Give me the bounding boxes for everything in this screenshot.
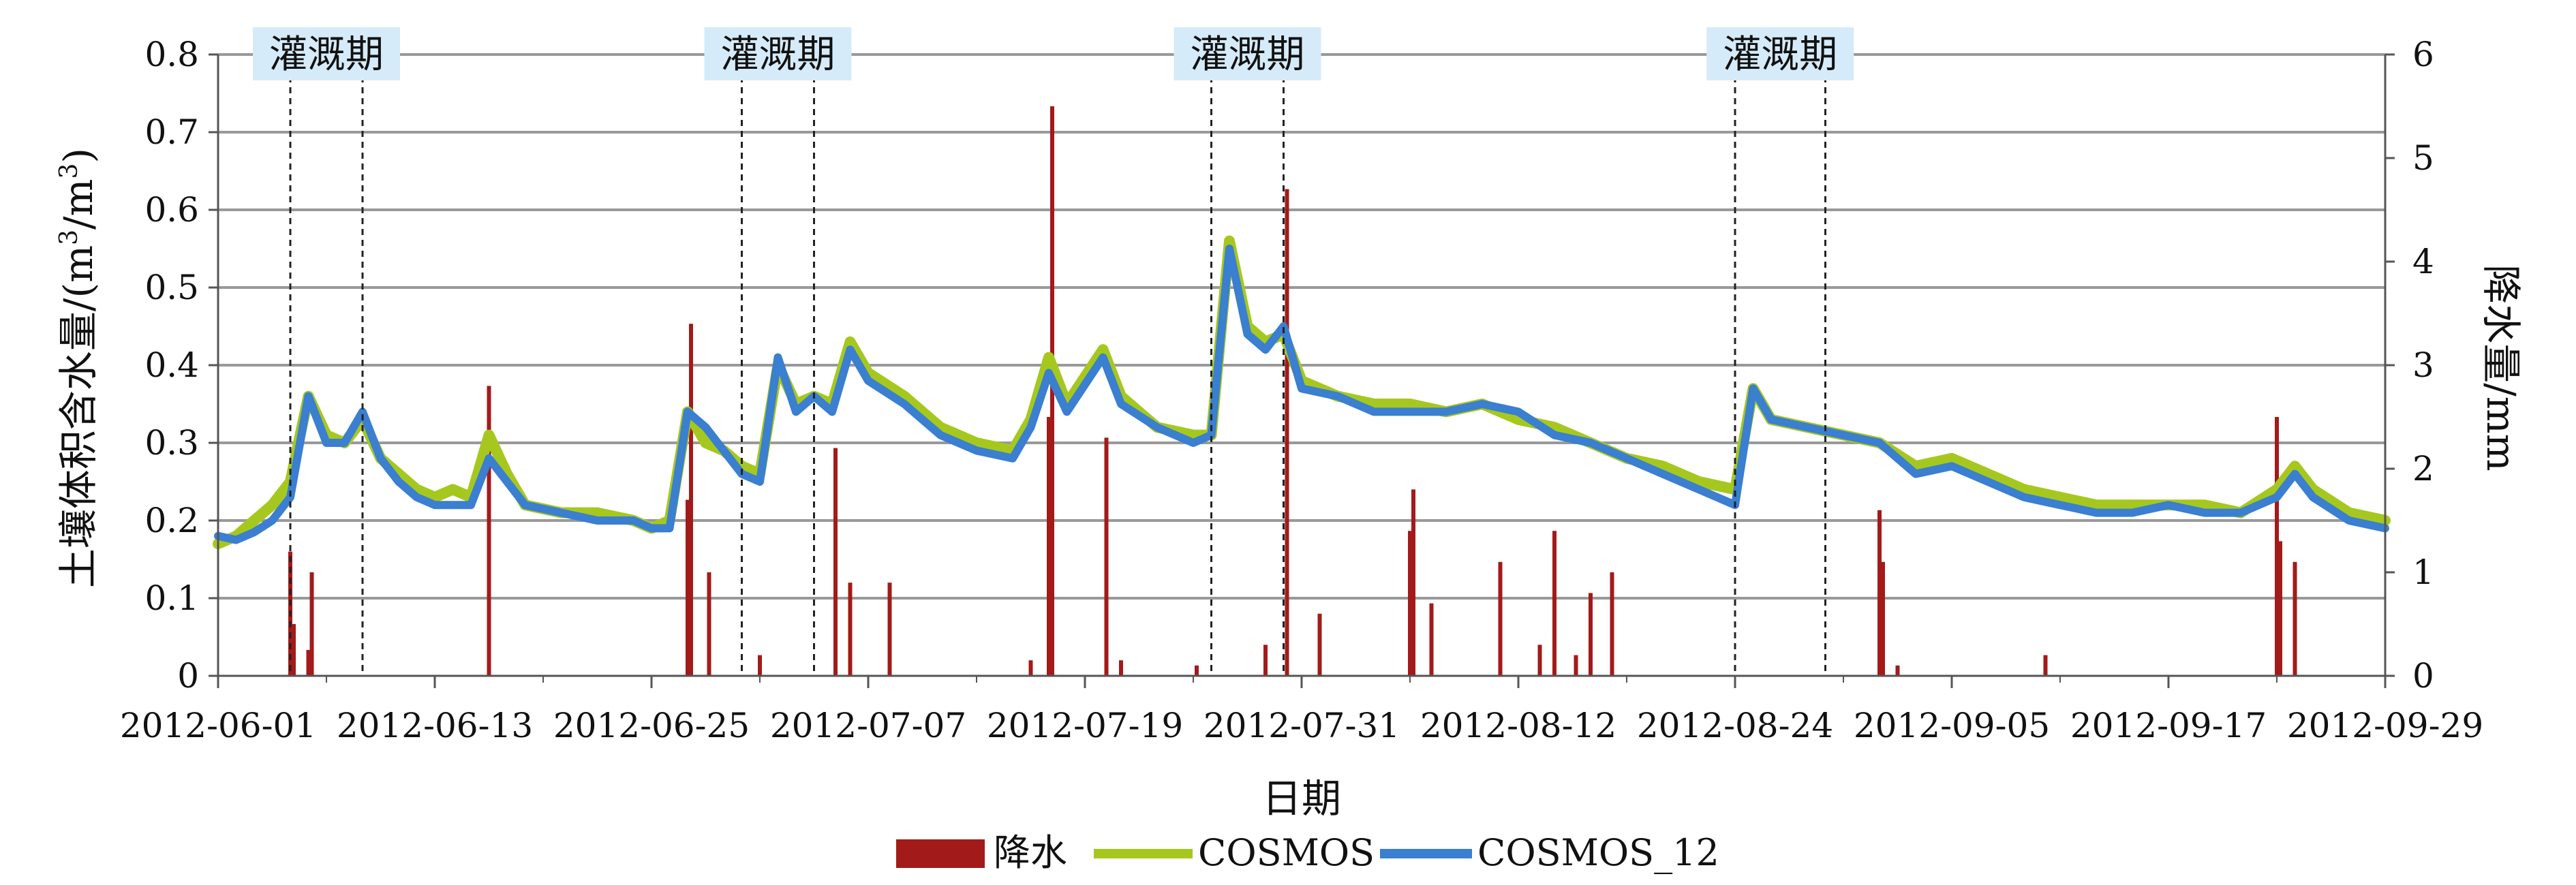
precip-bar	[1408, 531, 1412, 676]
precip-bar	[1498, 561, 1503, 676]
precip-bar	[1317, 613, 1322, 676]
precip-bar	[2293, 561, 2297, 676]
cosmos-line	[213, 235, 2391, 550]
precip-bar	[1552, 531, 1557, 676]
precip-bar	[1285, 189, 1289, 677]
x-tick-label: 2012-06-01	[120, 706, 316, 745]
precip-bar	[1119, 660, 1123, 676]
precip-bar	[848, 583, 853, 676]
right-axis-title: 降水量/mm	[2478, 264, 2524, 471]
right-tick-label: 6	[2412, 35, 2434, 74]
precip-bar	[707, 572, 711, 676]
gridlines	[218, 53, 2385, 600]
irrigation-label-bg	[1706, 27, 1854, 80]
right-tick-label: 4	[2412, 242, 2434, 281]
precip-bar	[1429, 603, 1434, 676]
x-tick-label: 2012-09-29	[2287, 706, 2483, 745]
soil-moisture-lines	[213, 235, 2391, 550]
x-tick-label: 2012-09-05	[1854, 706, 2050, 745]
legend-swatch-precip	[896, 839, 985, 868]
tick-labels: 0 0.1 0.2 0.3 0.4 0.5 0.6 0.7 0.8 0 1 2 3 4 5 6 2012-06-…	[120, 35, 2483, 745]
legend: 降水 COSMOS COSMOS_12	[896, 831, 1719, 874]
x-tick-label: 2012-06-25	[553, 706, 750, 745]
precip-bar	[689, 324, 693, 676]
precip-bar	[1881, 561, 1885, 676]
precip-bar	[1104, 437, 1109, 676]
precip-bar	[306, 650, 311, 676]
x-tick-label: 2012-07-19	[987, 706, 1183, 745]
irrigation-periods: 灌溉期 灌溉期 灌溉期 灌溉期	[253, 27, 1854, 676]
irrigation-label-bg	[704, 27, 852, 80]
left-tick-label: 0.8	[144, 35, 199, 74]
precip-bar	[309, 572, 314, 676]
right-tick-label: 5	[2412, 138, 2434, 178]
irrigation-label: 灌溉期	[269, 33, 384, 77]
precip-bar	[1537, 645, 1542, 676]
precip-bar	[1263, 645, 1268, 676]
precip-bar	[2275, 417, 2279, 676]
precip-bar	[2043, 655, 2048, 676]
irrigation-label: 灌溉期	[721, 33, 835, 77]
legend-label-precip: 降水	[994, 831, 1067, 874]
right-tick-label: 1	[2412, 553, 2434, 592]
precip-bar	[1610, 572, 1614, 676]
legend-label-cosmos: COSMOS	[1198, 831, 1375, 874]
x-tick-label: 2012-06-13	[337, 706, 533, 745]
left-tick-label: 0.3	[144, 423, 199, 463]
x-tick-label: 2012-09-17	[2070, 706, 2267, 745]
left-tick-label: 0.2	[144, 501, 199, 540]
irrigation-label: 灌溉期	[1723, 33, 1837, 77]
irrigation-label-bg	[1174, 27, 1321, 80]
right-tick-label: 0	[2412, 656, 2434, 696]
precip-bars	[288, 106, 2297, 677]
precip-bar	[1047, 417, 1051, 676]
precip-bar	[1574, 655, 1578, 676]
right-tick-label: 3	[2412, 345, 2434, 385]
precip-bar	[2278, 541, 2282, 676]
precip-bar	[887, 583, 892, 676]
x-tick-label: 2012-07-07	[770, 706, 966, 745]
precip-bar	[833, 448, 838, 676]
x-tick-label: 2012-08-12	[1420, 706, 1616, 745]
left-axis-title: 土壤体积含水量/(m3/m3)	[55, 148, 102, 588]
precip-bar	[1411, 489, 1415, 676]
legend-label-cosmos12: COSMOS_12	[1477, 831, 1719, 874]
left-tick-label: 0.1	[144, 578, 199, 618]
left-tick-label: 0.5	[144, 268, 199, 307]
right-tick-label: 2	[2412, 449, 2434, 488]
irrigation-label-bg	[253, 27, 400, 80]
precip-bar	[1195, 665, 1199, 676]
precip-bar	[758, 655, 762, 676]
left-tick-label: 0	[177, 656, 199, 696]
precip-bar	[487, 386, 491, 676]
precip-bar	[1589, 593, 1593, 676]
left-tick-label: 0.6	[144, 190, 199, 230]
left-tick-label: 0.7	[144, 112, 199, 152]
precip-bar	[1050, 106, 1054, 676]
x-tick-label: 2012-08-24	[1637, 706, 1833, 745]
x-tick-label: 2012-07-31	[1203, 706, 1400, 745]
precip-bar	[292, 624, 296, 676]
left-tick-label: 0.4	[144, 345, 199, 385]
precip-bar	[686, 499, 690, 676]
precip-bar	[1028, 660, 1033, 676]
x-axis-title: 日期	[1262, 775, 1341, 822]
precip-bar	[1877, 510, 1882, 676]
cosmos12-line	[214, 245, 2389, 544]
precip-bar	[1895, 665, 1900, 676]
irrigation-label: 灌溉期	[1191, 33, 1305, 77]
